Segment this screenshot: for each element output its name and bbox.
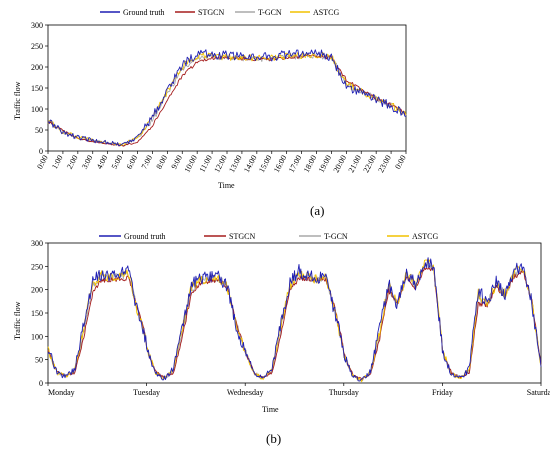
x-tick-label: Tuesday — [133, 388, 160, 397]
legend-entry: STGCN — [229, 232, 255, 241]
x-tick-label: 12:00 — [212, 154, 229, 174]
x-tick-label: Saturday — [527, 388, 550, 397]
x-tick-label: 0:00 — [393, 154, 408, 171]
y-tick-label: 150 — [31, 309, 43, 318]
panel-label-a: (a) — [310, 203, 324, 218]
y-tick-label: 150 — [31, 84, 43, 93]
x-tick-label: 15:00 — [257, 154, 274, 174]
x-tick-label: 22:00 — [361, 154, 378, 174]
x-tick-label: 8:00 — [154, 154, 169, 171]
x-tick-label: 23:00 — [376, 154, 393, 174]
panel-label-b: (b) — [266, 431, 281, 446]
x-tick-label: 21:00 — [347, 154, 364, 174]
legend-entry: STGCN — [198, 8, 224, 17]
legend-entry: T-GCN — [324, 232, 348, 241]
y-tick-label: 300 — [31, 21, 43, 30]
y-tick-label: 300 — [31, 239, 43, 248]
y-tick-label: 0 — [39, 379, 43, 388]
y-tick-label: 100 — [31, 105, 43, 114]
x-tick-label: 5:00 — [110, 154, 125, 171]
y-tick-label: 50 — [35, 126, 43, 135]
series-line-t-gcn — [48, 52, 407, 146]
legend-entry: Ground truth — [124, 232, 166, 241]
x-tick-label: 10:00 — [182, 154, 199, 174]
y-tick-label: 0 — [39, 147, 43, 156]
y-tick-label: 100 — [31, 332, 43, 341]
x-tick-label: 2:00 — [65, 154, 80, 171]
x-tick-label: 17:00 — [287, 154, 304, 174]
series-line-astcg — [47, 259, 542, 383]
y-tick-label: 250 — [31, 262, 43, 271]
plot-frame-a — [47, 24, 407, 152]
ylabel-b: Traffic flow — [13, 301, 22, 340]
x-tick-label: Monday — [48, 388, 75, 397]
y-tick-label: 50 — [35, 356, 43, 365]
x-tick-label: 7:00 — [140, 154, 155, 171]
x-tick-label: 16:00 — [272, 154, 289, 174]
series-line-ground-truth — [47, 257, 542, 382]
series-line-stgcn — [47, 266, 542, 381]
series-line-stgcn — [47, 54, 406, 147]
x-tick-label: 11:00 — [197, 154, 213, 174]
chart-b: 0 50 100 150 200 250 300 Monday Tuesday Wednesda… — [13, 232, 550, 446]
x-tick-label: 13:00 — [227, 154, 244, 174]
legend-entry: ASTCG — [412, 232, 438, 241]
x-tick-label: 3:00 — [80, 154, 95, 171]
x-tick-label: 6:00 — [125, 154, 140, 171]
legend-entry: Ground truth — [123, 8, 165, 17]
x-tick-label: 18:00 — [302, 154, 319, 174]
y-tick-label: 250 — [31, 42, 43, 51]
ylabel-a: Traffic flow — [13, 81, 22, 120]
x-tick-label: 9:00 — [169, 154, 184, 171]
legend-entry: T-GCN — [258, 8, 282, 17]
x-tick-label: 19:00 — [317, 154, 334, 174]
xlabel-b: Time — [262, 405, 279, 414]
series-line-ground-truth — [47, 49, 407, 147]
y-tick-label: 200 — [31, 286, 43, 295]
legend-entry: ASTCG — [313, 8, 339, 17]
x-tick-label: 4:00 — [95, 154, 110, 171]
series-line-astcg — [47, 51, 407, 147]
y-tick-label: 200 — [31, 63, 43, 72]
x-tick-label: Wednesday — [227, 388, 264, 397]
x-tick-label: 1:00 — [50, 154, 65, 171]
x-tick-label: Friday — [432, 388, 453, 397]
series-line-t-gcn — [47, 262, 542, 382]
x-tick-label: Thursday — [329, 388, 359, 397]
x-tick-label: 0:00 — [35, 154, 50, 171]
x-tick-label: 14:00 — [242, 154, 259, 174]
xlabel-a: Time — [218, 181, 235, 190]
plot-frame-b — [47, 242, 542, 384]
x-tick-label: 20:00 — [332, 154, 349, 174]
